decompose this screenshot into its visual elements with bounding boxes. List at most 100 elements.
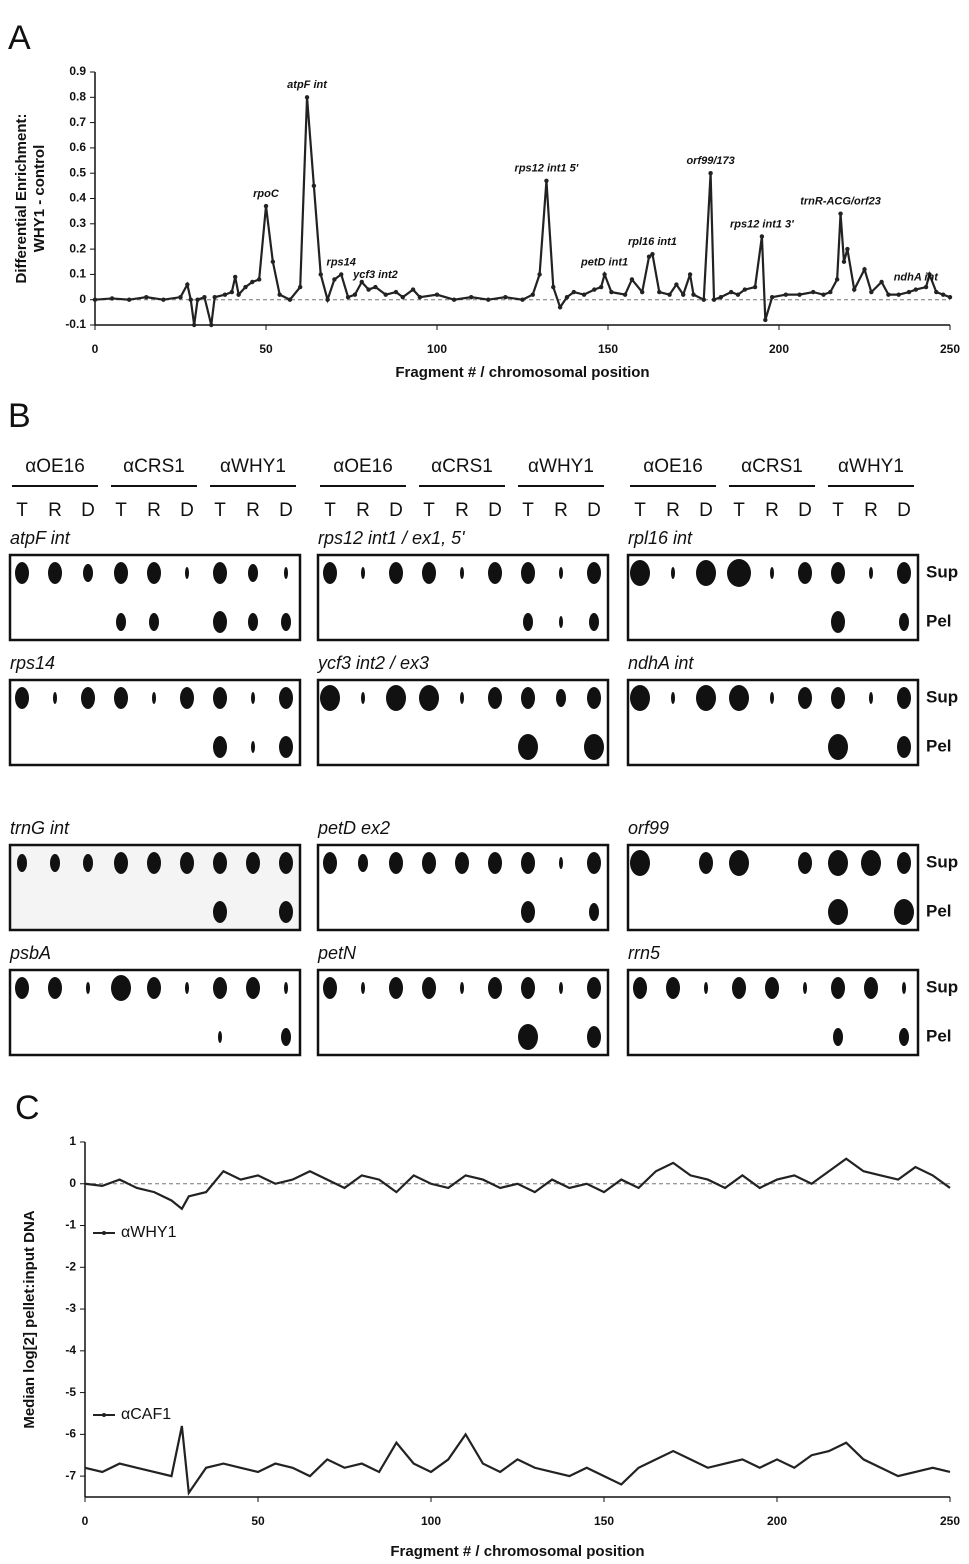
x-tick-label: 200 bbox=[767, 1514, 787, 1528]
blot-spot bbox=[246, 977, 260, 999]
legend-label: αWHY1 bbox=[121, 1224, 177, 1241]
legend-marker bbox=[102, 1231, 106, 1235]
blot-spot bbox=[798, 687, 812, 709]
lane-label: T bbox=[832, 500, 844, 521]
blot-spot bbox=[180, 687, 194, 709]
y-tick-label: -5 bbox=[65, 1385, 76, 1399]
point bbox=[811, 290, 815, 294]
blot-spot bbox=[358, 854, 368, 872]
fraction-label: Sup bbox=[926, 852, 958, 871]
blot-spot bbox=[798, 852, 812, 874]
lane-label: T bbox=[16, 500, 28, 521]
x-tick-label: 250 bbox=[940, 342, 960, 356]
point bbox=[558, 305, 562, 309]
antibody-label: αCRS1 bbox=[123, 456, 185, 477]
point bbox=[250, 280, 254, 284]
blot-spot bbox=[422, 562, 436, 584]
blot-spot bbox=[389, 852, 403, 874]
point bbox=[753, 285, 757, 289]
blot-spot bbox=[897, 562, 911, 584]
point bbox=[325, 298, 329, 302]
lane-label: D bbox=[587, 500, 601, 521]
blot-spot bbox=[630, 560, 650, 586]
antibody-label: αWHY1 bbox=[838, 456, 904, 477]
blot-spot bbox=[83, 854, 93, 872]
point bbox=[384, 292, 388, 296]
blot-spot bbox=[323, 562, 337, 584]
blot-spot bbox=[798, 562, 812, 584]
lane-label: D bbox=[180, 500, 194, 521]
blot-spot bbox=[864, 977, 878, 999]
point bbox=[941, 292, 945, 296]
point bbox=[784, 292, 788, 296]
y-tick-label: -7 bbox=[65, 1468, 76, 1482]
blot-spot bbox=[729, 685, 749, 711]
gene-label: ycf3 int2 / ex3 bbox=[316, 653, 429, 673]
point bbox=[934, 290, 938, 294]
blot-spot bbox=[559, 982, 563, 994]
point bbox=[602, 272, 606, 276]
blot-spot bbox=[248, 564, 258, 582]
annotation: rps12 int1 3' bbox=[730, 218, 794, 230]
blot-spot bbox=[831, 687, 845, 709]
blot-spot bbox=[284, 982, 288, 994]
blot-spot bbox=[279, 736, 293, 758]
blot-spot bbox=[83, 564, 93, 582]
point bbox=[657, 290, 661, 294]
fraction-label: Pel bbox=[926, 1026, 952, 1045]
blot-spot bbox=[147, 852, 161, 874]
blot-spot bbox=[518, 1024, 538, 1050]
point bbox=[835, 277, 839, 281]
blot-spot bbox=[213, 901, 227, 923]
blot-spot bbox=[15, 562, 29, 584]
blot-spot bbox=[15, 977, 29, 999]
blot-spot bbox=[218, 1031, 222, 1043]
y-tick-label: -0.1 bbox=[65, 317, 86, 331]
blot-spot bbox=[213, 852, 227, 874]
blot-spot bbox=[699, 852, 713, 874]
blot-spot bbox=[279, 852, 293, 874]
point bbox=[411, 287, 415, 291]
fraction-label: Pel bbox=[926, 611, 952, 630]
blot-spot bbox=[48, 977, 62, 999]
point bbox=[213, 295, 217, 299]
legend-marker bbox=[102, 1413, 106, 1417]
point bbox=[305, 95, 309, 99]
point bbox=[192, 323, 196, 327]
blot-spot bbox=[861, 850, 881, 876]
blot-spot bbox=[460, 567, 464, 579]
antibody-label: αOE16 bbox=[25, 456, 85, 477]
gene-label: rps14 bbox=[10, 653, 55, 673]
point bbox=[346, 295, 350, 299]
y-tick-label: -2 bbox=[65, 1259, 76, 1273]
point bbox=[838, 211, 842, 215]
blot-spot bbox=[180, 852, 194, 874]
point bbox=[373, 285, 377, 289]
fraction-label: Pel bbox=[926, 736, 952, 755]
blot-spot bbox=[729, 850, 749, 876]
blot-spot bbox=[114, 562, 128, 584]
blot-spot bbox=[559, 616, 563, 628]
blot-spot bbox=[422, 977, 436, 999]
y-tick-label: 0.7 bbox=[69, 115, 86, 129]
fraction-label: Sup bbox=[926, 687, 958, 706]
point bbox=[821, 292, 825, 296]
lane-label: T bbox=[324, 500, 336, 521]
annotation: petD int1 bbox=[580, 256, 628, 268]
fraction-label: Sup bbox=[926, 562, 958, 581]
blot-box bbox=[628, 680, 918, 765]
x-tick-label: 0 bbox=[82, 1514, 89, 1528]
point bbox=[469, 295, 473, 299]
y-tick-label: 0.6 bbox=[69, 140, 86, 154]
blot-spot bbox=[587, 562, 601, 584]
point bbox=[110, 296, 114, 300]
blot-spot bbox=[488, 852, 502, 874]
y-tick-label: -3 bbox=[65, 1301, 76, 1315]
point bbox=[674, 282, 678, 286]
blot-spot bbox=[149, 613, 159, 631]
x-tick-label: 200 bbox=[769, 342, 789, 356]
lane-label: R bbox=[864, 500, 878, 521]
point bbox=[452, 298, 456, 302]
point bbox=[924, 285, 928, 289]
blot-spot bbox=[460, 692, 464, 704]
